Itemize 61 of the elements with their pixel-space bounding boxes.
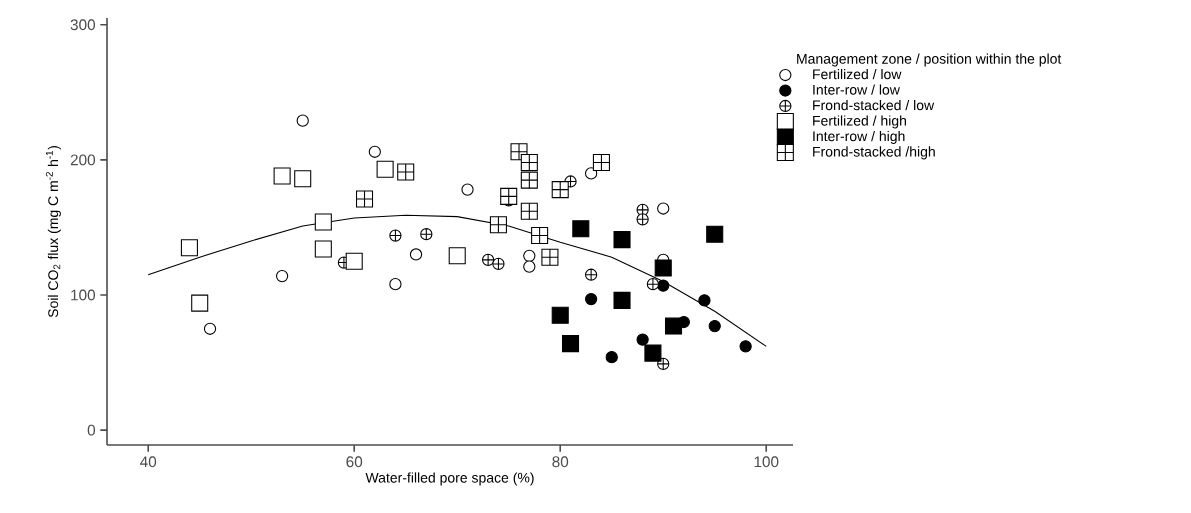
- point: [368, 145, 381, 158]
- y-tick-label: 100: [71, 289, 96, 301]
- point: [180, 239, 198, 257]
- point: [664, 317, 683, 335]
- y-axis-title: Soil CO$_{2}$ flux (mg C m$^{-2}$ h$^{-1}$): [45, 146, 61, 318]
- point: [389, 229, 402, 242]
- x-tick-label: 100: [754, 456, 779, 468]
- point: [561, 335, 580, 353]
- line-series: [147, 214, 767, 347]
- point: [644, 344, 662, 362]
- point: [314, 240, 332, 258]
- point: [551, 306, 569, 324]
- point: [584, 292, 598, 306]
- point: [584, 167, 598, 180]
- point: [461, 183, 474, 196]
- x-tick-label: 40: [140, 456, 157, 468]
- legend-label: Fertilized / high: [813, 115, 906, 129]
- y-tick-label: 0: [87, 424, 96, 436]
- point: [605, 351, 618, 364]
- point: [376, 160, 394, 178]
- x-tick-label: 60: [346, 456, 363, 468]
- x-axis-title: Water-filled pore space (%): [365, 472, 534, 486]
- point: [273, 167, 291, 185]
- legend-label: Inter-row / high: [813, 130, 905, 144]
- x-tick-label: 80: [552, 456, 569, 468]
- point: [296, 114, 309, 127]
- point: [706, 225, 724, 243]
- point: [420, 228, 433, 241]
- point: [584, 268, 598, 281]
- point: [523, 260, 536, 273]
- point: [657, 202, 670, 215]
- point: [481, 253, 495, 266]
- point: [698, 294, 711, 307]
- point: [636, 333, 649, 346]
- point: [314, 213, 332, 231]
- point: [613, 291, 631, 309]
- point: [203, 322, 217, 335]
- point: [448, 247, 466, 265]
- point: [191, 294, 209, 312]
- point: [572, 220, 590, 238]
- legend-title: Management zone / position within the plot: [797, 53, 1062, 67]
- point: [345, 252, 363, 270]
- point: [739, 340, 752, 353]
- legend-label: Frond-stacked /high: [813, 146, 935, 160]
- point: [275, 269, 289, 283]
- point: [389, 278, 402, 291]
- legend-label: Frond-stacked / low: [813, 99, 935, 111]
- legend-label: Fertilized / low: [813, 68, 902, 80]
- y-tick-label: 300: [70, 19, 96, 31]
- y-tick-label: 200: [70, 154, 96, 166]
- point: [523, 249, 536, 262]
- point: [646, 278, 660, 291]
- point: [636, 213, 649, 226]
- point: [492, 257, 505, 271]
- point: [409, 248, 423, 261]
- point: [708, 319, 721, 333]
- point: [294, 170, 312, 188]
- point: [657, 279, 670, 292]
- point: [654, 259, 672, 277]
- point: [613, 231, 631, 249]
- legend-label: Inter-row / low: [813, 84, 900, 95]
